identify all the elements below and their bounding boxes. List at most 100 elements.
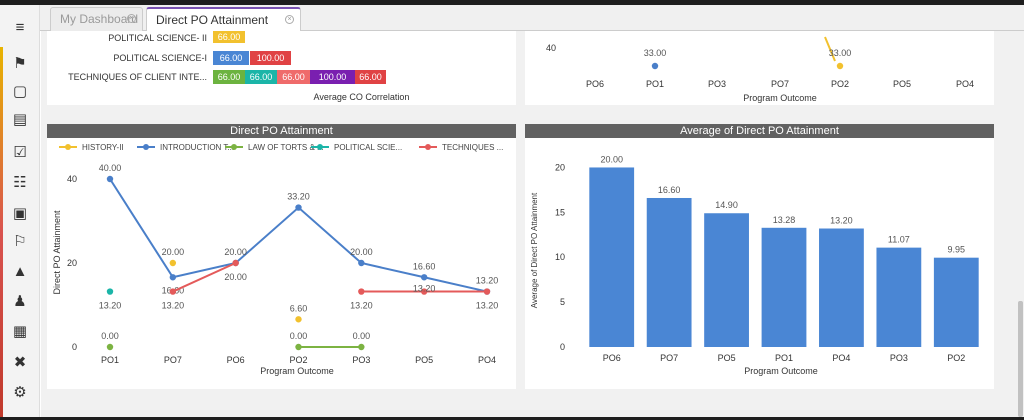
data-label: 13.20 xyxy=(413,284,436,294)
legend-marker xyxy=(231,144,237,150)
x-tick-label: PO7 xyxy=(771,79,789,89)
y-tick-label: 40 xyxy=(67,174,77,184)
x-tick-label: PO4 xyxy=(832,353,850,363)
y-tick-label: 15 xyxy=(555,207,565,217)
data-label: 33.00 xyxy=(644,48,667,58)
legend-label[interactable]: POLITICAL SCIE... xyxy=(334,143,402,152)
legend-label[interactable]: TECHNIQUES ... xyxy=(442,143,503,152)
settings-graduate-icon[interactable]: ⚙ xyxy=(13,383,27,401)
x-tick-label: PO2 xyxy=(831,79,849,89)
bottom-bar xyxy=(0,417,1024,420)
tab-my-dashboard[interactable]: My Dashboard × xyxy=(50,7,143,31)
bar[interactable] xyxy=(876,247,922,347)
data-point[interactable] xyxy=(169,288,177,295)
legend-label[interactable]: HISTORY-II xyxy=(82,143,124,152)
data-label: 13.20 xyxy=(162,301,185,311)
direct-po-line-chart: HISTORY-II INTRODUCTION T... LAW OF TORTS … xyxy=(52,143,503,376)
legend-label[interactable]: LAW OF TORTS & ... xyxy=(248,143,324,152)
co-cell: 100.00 xyxy=(250,51,291,65)
cash-icon[interactable]: ▣ xyxy=(12,204,28,222)
data-point[interactable] xyxy=(106,175,114,183)
flag-icon[interactable]: ⚐ xyxy=(13,232,27,250)
legend-label[interactable]: INTRODUCTION T... xyxy=(160,143,234,152)
x-axis-label: Program Outcome xyxy=(743,93,817,103)
tools-icon[interactable]: ✖ xyxy=(13,353,27,371)
data-label: 13.20 xyxy=(99,301,122,311)
briefcase-icon[interactable]: ▦ xyxy=(12,322,28,340)
bar-value-label: 9.95 xyxy=(948,245,966,255)
data-label: 20.00 xyxy=(224,247,247,257)
bar[interactable] xyxy=(761,227,807,347)
bar[interactable] xyxy=(819,228,864,347)
data-point xyxy=(836,62,844,70)
legend-marker xyxy=(425,144,431,150)
x-tick-label: PO4 xyxy=(478,355,496,365)
bar-value-label: 13.20 xyxy=(830,216,853,226)
data-label: 0.00 xyxy=(353,331,371,341)
co-cell: 66.00 xyxy=(355,70,386,84)
row-label: POLITICAL SCIENCE- II xyxy=(108,33,207,43)
co-cell: 66.00 xyxy=(213,70,245,84)
data-label: 33.20 xyxy=(287,192,310,202)
data-point[interactable] xyxy=(169,274,177,281)
data-label: 20.00 xyxy=(350,247,373,257)
data-point[interactable] xyxy=(420,274,428,281)
close-icon[interactable]: × xyxy=(127,14,136,23)
x-tick-label: PO3 xyxy=(352,355,370,365)
data-point[interactable] xyxy=(232,259,239,267)
open-book-icon[interactable]: ☷ xyxy=(13,173,27,191)
x-tick-label: PO2 xyxy=(289,355,307,365)
top-bar xyxy=(0,0,1024,5)
bar[interactable] xyxy=(704,213,749,347)
bar[interactable] xyxy=(646,197,692,347)
average-po-bar-chart: 0 5 10 15 20 Average of Direct PO Attainment P… xyxy=(530,154,979,376)
bar[interactable] xyxy=(933,257,979,347)
x-tick-label: PO1 xyxy=(775,353,793,363)
graduate-icon[interactable]: ▲ xyxy=(12,262,28,280)
average-po-attainment-panel: Average of Direct PO Attainment 0 5 10 15 20… xyxy=(525,124,994,389)
data-point[interactable] xyxy=(358,343,365,351)
data-point[interactable] xyxy=(295,343,302,351)
scrollbar-thumb[interactable] xyxy=(1018,301,1023,417)
y-tick-label: 10 xyxy=(555,252,565,262)
y-tick-label: 20 xyxy=(67,258,77,268)
tab-direct-po-attainment-report[interactable]: Direct PO Attainment Report × xyxy=(146,7,301,49)
po-scatter-chart: 40 PO6 PO1 PO3 PO7 PO2 PO5 PO4 33.00 33.00 Pro… xyxy=(546,36,974,103)
menu-icon[interactable]: ≡ xyxy=(15,18,25,36)
id-card-icon[interactable]: ▢ xyxy=(12,82,28,100)
panel-title: Average of Direct PO Attainment xyxy=(525,124,994,138)
legend-marker xyxy=(65,144,71,150)
data-point[interactable] xyxy=(106,343,114,351)
x-axis-title: Program Outcome xyxy=(260,366,334,376)
x-tick-label: PO1 xyxy=(646,79,664,89)
notebook-icon[interactable]: ▤ xyxy=(12,110,28,128)
data-point[interactable] xyxy=(358,259,365,267)
x-tick-label: PO5 xyxy=(718,353,736,363)
direct-po-attainment-panel: Direct PO Attainment HISTORY-II INTRODUCT… xyxy=(47,124,516,389)
co-cell: 66.00 xyxy=(213,31,245,43)
bar-value-label: 13.28 xyxy=(773,215,796,225)
data-label: 0.00 xyxy=(290,331,308,341)
data-point[interactable] xyxy=(295,316,302,323)
data-label: 13.20 xyxy=(350,301,373,311)
data-point[interactable] xyxy=(358,288,365,295)
y-tick-label: 0 xyxy=(560,342,565,352)
data-point[interactable] xyxy=(483,288,491,295)
series-line xyxy=(824,36,836,62)
x-tick-label: PO3 xyxy=(708,79,726,89)
co-cell: 66.00 xyxy=(245,70,277,84)
bar[interactable] xyxy=(589,167,635,347)
vertical-scrollbar[interactable] xyxy=(1017,31,1024,417)
close-icon[interactable]: × xyxy=(285,15,294,24)
data-point[interactable] xyxy=(169,259,177,267)
data-point[interactable] xyxy=(420,288,428,295)
data-point[interactable] xyxy=(106,288,114,295)
data-point[interactable] xyxy=(295,204,302,211)
people-icon[interactable]: ♟ xyxy=(13,292,27,310)
megaphone-icon[interactable]: ⚑ xyxy=(13,54,27,72)
x-tick-label: PO2 xyxy=(947,353,965,363)
checklist-icon[interactable]: ☑ xyxy=(13,143,27,161)
bar-value-label: 16.60 xyxy=(658,185,681,195)
bar-value-label: 20.00 xyxy=(600,154,623,164)
y-axis-title: Direct PO Attainment xyxy=(52,210,62,295)
